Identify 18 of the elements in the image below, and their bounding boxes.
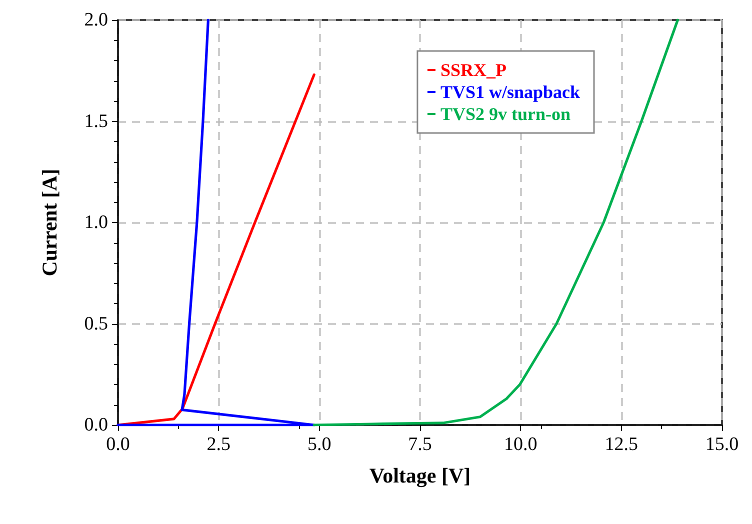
line-series [312,18,680,426]
y-tick-label: 1.5 [84,110,108,132]
x-tick-label: 0.0 [106,434,130,455]
x-tick-label: 5.0 [307,434,332,455]
legend-label: SSRX_P [440,60,506,80]
legend-label: TVS1 w/snapback [440,82,580,102]
y-tick-label: 2.0 [84,10,108,30]
x-axis-title: Voltage [V] [369,464,471,488]
x-tick-label: 10.0 [504,434,538,455]
x-tick-label: 7.5 [408,434,432,455]
y-tick-label: 1.0 [84,212,108,233]
y-axis-title: Current [A] [38,168,62,276]
x-tick-label: 2.5 [206,434,231,455]
y-tick-label: 0.0 [84,414,108,436]
y-tick-label: 0.5 [84,313,108,334]
legend-label: TVS2 9v turn-on [440,104,570,124]
x-tick-label: 15.0 [705,434,739,455]
x-tick-label: 12.5 [604,434,638,455]
